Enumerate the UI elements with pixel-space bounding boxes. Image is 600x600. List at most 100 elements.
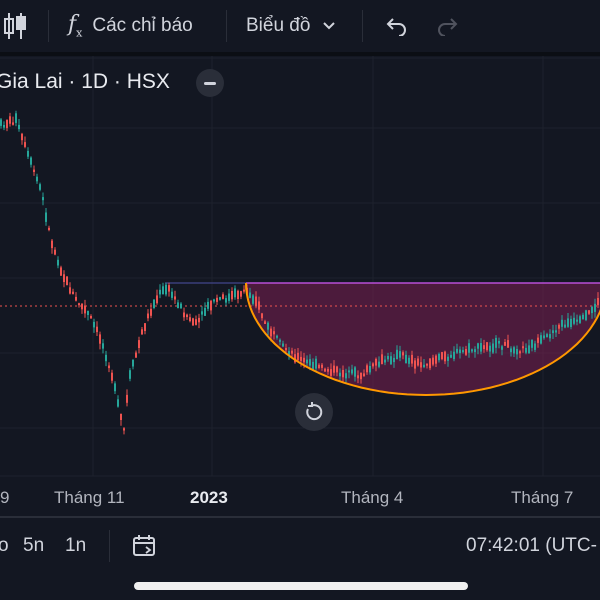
candle-body [261,313,263,319]
candle-body [330,369,332,376]
candle-body [570,318,572,327]
candle-body [123,428,125,431]
candle-body [30,157,32,165]
candle-body [48,227,50,230]
range-button-1y[interactable]: 1n [65,535,87,556]
chart-type-button[interactable]: Biểu đồ [246,0,336,52]
candle-body [252,295,254,304]
candle-body [222,294,224,299]
candle-body [228,293,230,301]
chart-canvas[interactable] [0,56,600,516]
clock-timezone[interactable]: 07:42:01 (UTC- [466,535,597,556]
candle-body [534,343,536,350]
candle-body [177,302,179,308]
symbol-legend[interactable]: Gia Lai · 1D · HSX [0,70,170,93]
candlestick-series [0,110,599,435]
candle-body [408,357,410,364]
candle-body [369,366,371,373]
candle-body [459,349,461,354]
candle-body [507,340,509,348]
bottom-toolbar: o 5n 1n 07:42:01 (UTC- [0,516,600,574]
candle-body [573,317,575,324]
candle-body [162,286,164,294]
candle-body [117,399,119,407]
candle-body [510,348,512,353]
candle-body [135,352,137,358]
candle-body [171,291,173,298]
undo-icon[interactable] [384,0,408,52]
candle-body [339,372,341,377]
toolbar-divider [362,10,363,42]
candle-body [591,306,593,314]
candle-body [555,330,557,333]
candle-body [405,354,407,363]
candle-body [348,370,350,373]
candle-body [354,367,356,377]
candle-body [204,307,206,316]
candle-body [237,290,239,299]
candle-body [186,314,188,317]
candle-body [531,339,533,348]
candle-body [132,360,134,367]
candle-body [270,328,272,337]
candle-body [258,301,260,310]
candle-body [183,312,185,318]
candle-body [561,319,563,327]
candle-body [552,330,554,334]
candle-body [291,350,293,354]
candle-body [198,317,200,323]
candle-body [387,356,389,360]
reset-icon[interactable] [295,393,333,431]
range-button-5y[interactable]: 5n [23,535,45,556]
candle-body [447,356,449,361]
candle-body [255,296,257,306]
candle-body [486,342,488,351]
home-indicator[interactable] [134,582,468,590]
candle-body [21,133,23,141]
candle-body [465,349,467,355]
candle-body [219,297,221,300]
candle-body [93,321,95,328]
candle-body [36,176,38,182]
candle-body [477,343,479,349]
candle-body [87,310,89,315]
candle-body [60,267,62,276]
bottombar-divider [109,530,110,562]
candlestick-icon[interactable] [2,0,28,52]
candle-body [522,346,524,349]
candle-body [195,319,197,325]
candle-body [144,323,146,331]
function-icon: fx [68,12,83,40]
candle-body [513,347,515,354]
candle-body [321,364,323,368]
date-range-icon[interactable] [132,518,158,574]
candle-body [306,359,308,364]
candle-body [294,354,296,363]
candle-body [435,355,437,364]
candle-body [345,373,347,379]
candle-body [414,360,416,369]
minus-icon[interactable] [196,69,224,97]
range-button-partial[interactable]: o [0,535,9,556]
candle-body [315,358,317,369]
candle-body [72,291,74,295]
candle-body [393,357,395,363]
candle-body [120,413,122,420]
candle-body [114,383,116,392]
candle-body [273,331,275,335]
price-chart[interactable] [0,56,600,516]
candle-body [147,313,149,319]
x-axis-label: Tháng 4 [341,488,404,507]
indicators-button[interactable]: fx Các chỉ báo [68,0,193,52]
candle-body [456,348,458,353]
redo-icon[interactable] [436,0,460,52]
candle-body [597,298,599,306]
indicators-label: Các chỉ báo [92,15,193,36]
candle-body [216,297,218,302]
candle-body [297,352,299,361]
candle-body [279,339,281,342]
candle-body [54,249,56,255]
candle-body [576,319,578,322]
candle-body [78,303,80,306]
candle-body [105,354,107,362]
